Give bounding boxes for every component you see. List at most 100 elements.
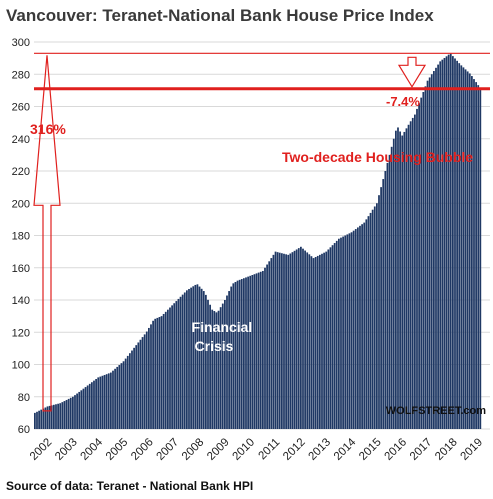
bar — [177, 298, 180, 429]
bar — [179, 296, 182, 429]
bar — [207, 299, 209, 429]
bar — [186, 290, 188, 429]
annotations: 316% -7.4% Two-decade Housing Bubble Fin… — [30, 52, 490, 412]
bar — [327, 249, 330, 429]
bar — [354, 229, 357, 429]
bar — [46, 406, 49, 429]
bar — [247, 276, 249, 429]
bar — [169, 307, 171, 429]
bar — [122, 361, 125, 429]
bar — [215, 312, 218, 429]
bar — [411, 117, 414, 429]
bar — [156, 317, 159, 429]
bar — [272, 254, 275, 429]
bar — [69, 397, 72, 429]
source-note: Source of data: Teranet - National Bank … — [6, 479, 253, 493]
x-tick-label: 2012 — [281, 436, 308, 463]
bar — [118, 365, 121, 429]
bar — [253, 274, 256, 429]
bar — [162, 313, 165, 429]
bar — [59, 403, 62, 429]
bar — [97, 377, 100, 429]
bar — [293, 250, 296, 429]
bar — [38, 410, 40, 429]
bar — [295, 249, 298, 429]
bar — [114, 368, 116, 429]
bar — [164, 311, 167, 429]
bar — [268, 261, 271, 429]
y-axis: 60 80 100 120 140 160 180 200 220 240 260 280 300 — [12, 37, 30, 436]
bar — [475, 82, 477, 430]
bar — [44, 407, 47, 429]
bar — [403, 131, 406, 430]
bar — [276, 252, 279, 429]
bar — [428, 77, 431, 429]
bar — [200, 288, 203, 429]
x-tick-label: 2004 — [79, 436, 106, 463]
bar — [342, 236, 344, 429]
x-tick-label: 2009 — [205, 436, 232, 463]
bar — [209, 304, 211, 429]
x-tick-label: 2019 — [459, 436, 486, 463]
bar — [213, 311, 216, 429]
bar — [430, 74, 433, 429]
bar — [148, 327, 150, 429]
bar — [424, 86, 427, 429]
bar — [422, 91, 425, 430]
bar — [331, 245, 334, 429]
bar — [386, 162, 389, 429]
bar — [479, 88, 482, 430]
bar — [95, 379, 97, 429]
bar — [314, 257, 317, 429]
bar — [105, 374, 108, 429]
bar — [395, 130, 397, 429]
bar — [340, 237, 342, 429]
bar — [150, 324, 152, 429]
bar — [65, 399, 68, 429]
y-tick-label: 180 — [12, 231, 30, 243]
bar — [196, 284, 199, 429]
bar — [458, 63, 461, 429]
bar — [291, 252, 294, 429]
bar — [139, 339, 142, 429]
bar — [141, 337, 144, 429]
bar — [454, 58, 456, 429]
x-tick-label: 2010 — [231, 436, 258, 463]
bar — [405, 128, 408, 429]
bar — [335, 240, 338, 429]
bar — [120, 363, 123, 429]
bar — [477, 85, 480, 430]
bar — [266, 264, 268, 429]
bar — [350, 232, 353, 429]
bar — [367, 216, 370, 429]
bar — [414, 114, 416, 429]
bar — [234, 281, 237, 429]
bar — [257, 272, 260, 429]
bar — [397, 127, 399, 430]
bar — [338, 238, 340, 429]
bar — [302, 248, 304, 429]
bar — [348, 233, 351, 429]
y-tick-label: 120 — [12, 327, 30, 339]
bubble-label: Two-decade Housing Bubble — [282, 149, 473, 165]
bar — [357, 227, 359, 429]
bar — [289, 253, 292, 429]
bar — [399, 131, 401, 429]
y-tick-label: 160 — [12, 263, 30, 275]
y-tick-label: 80 — [18, 392, 30, 404]
bar — [240, 279, 243, 429]
bar — [205, 294, 207, 429]
bar — [468, 73, 471, 429]
bar — [221, 303, 224, 429]
bar — [86, 385, 89, 429]
brand-label: WOLFSTREET.com — [386, 405, 486, 417]
bar — [63, 401, 66, 429]
bar — [167, 309, 169, 429]
bar — [192, 286, 195, 429]
bar — [76, 393, 78, 429]
bar — [116, 366, 119, 429]
bar — [283, 253, 285, 429]
x-tick-label: 2002 — [28, 436, 55, 463]
bar — [409, 121, 412, 429]
